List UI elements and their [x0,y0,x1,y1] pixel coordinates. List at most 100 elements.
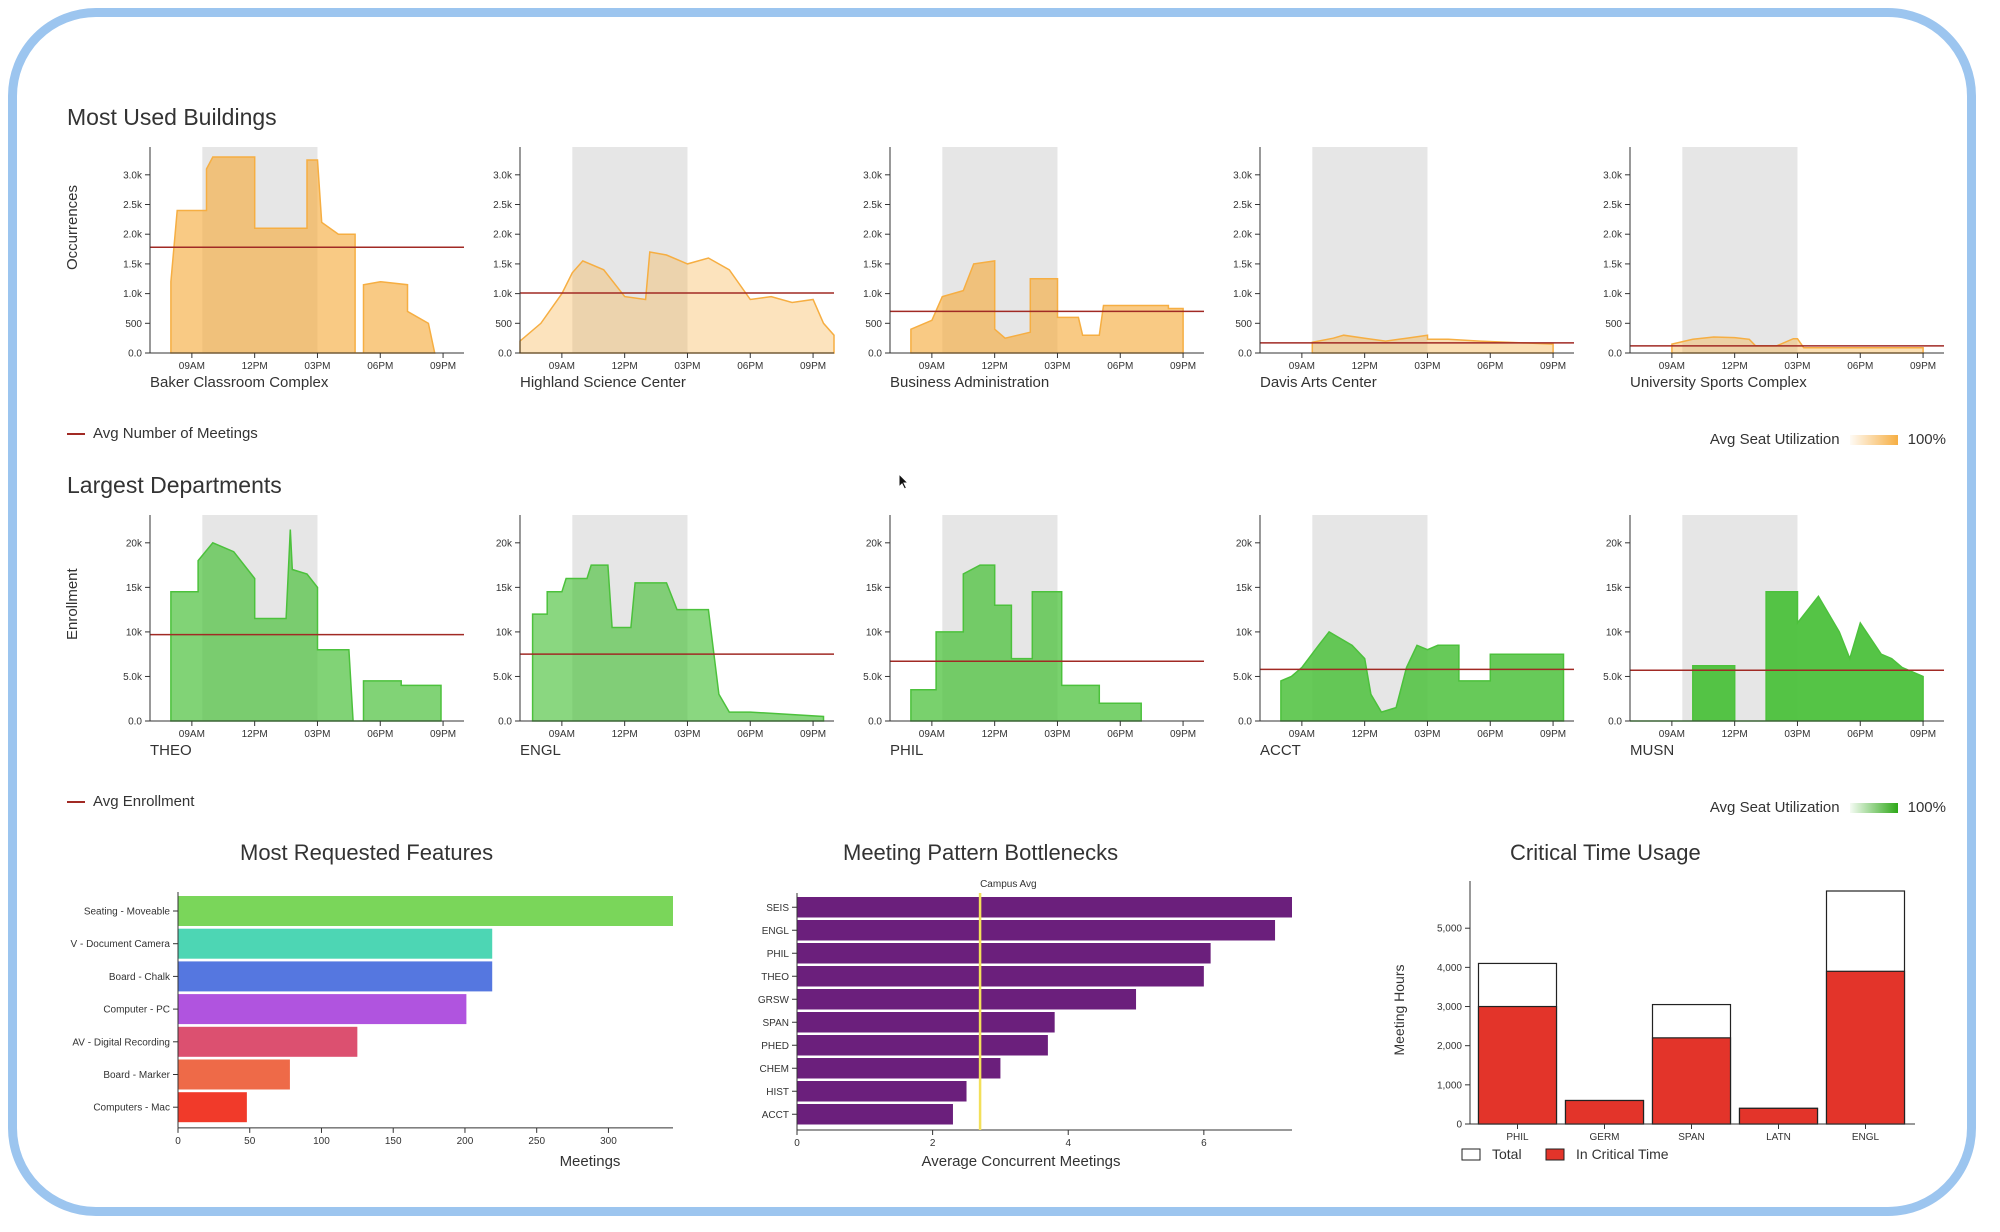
critical-y-tick-label: 5,000 [1437,924,1462,935]
department-y-tick-label: 5.0k [1233,672,1253,683]
department-x-tick-label: 09AM [919,729,945,740]
department-area [1630,591,1924,722]
building-x-tick-label: 09PM [430,361,456,372]
departments-util-gradient [1849,802,1898,813]
building-y-tick-label: 2.5k [1603,200,1623,211]
bottleneck-title: Meeting Pattern Bottlenecks [843,840,1119,865]
department-y-tick-label: 20k [1236,538,1253,549]
critical-y-tick-label: 1,000 [1437,1080,1462,1091]
bottleneck-x-tick-label: 4 [1065,1138,1071,1149]
buildings-util-gradient [1849,434,1898,445]
department-x-tick-label: 12PM [1722,729,1748,740]
building-x-tick-label: 09PM [1170,361,1196,372]
building-y-tick-label: 0.0 [1238,349,1252,360]
departments-util-label: Avg Seat Utilization [1709,799,1840,816]
legend-total-swatch [1461,1148,1481,1161]
buildings-util-legend: Avg Seat Utilization 100% [1710,431,1946,448]
building-y-tick-label: 3.0k [863,170,883,181]
department-y-tick-label: 0.0 [128,717,142,728]
bottleneck-x-tick-label: 6 [1201,1138,1207,1149]
building-x-tick-label: 03PM [304,361,330,372]
building-x-tick-label: 06PM [1477,361,1503,372]
building-panel-name: Davis Arts Center [1260,374,1377,391]
building-area [1671,336,1924,354]
department-x-tick-label: 03PM [1784,729,1810,740]
building-panel-name: Highland Science Center [520,374,686,391]
building-x-tick-label: 12PM [242,361,268,372]
department-y-tick-label: 0.0 [1608,717,1622,728]
department-x-tick-label: 06PM [1477,729,1503,740]
critical-y-tick-label: 3,000 [1437,1002,1462,1013]
department-x-tick-label: 03PM [674,729,700,740]
department-x-tick-label: 06PM [737,729,763,740]
bottleneck-category-label: THEO [761,972,789,983]
feature-x-tick-label: 0 [175,1136,181,1147]
building-y-tick-label: 500 [1605,319,1622,330]
bottleneck-bar [797,989,1137,1010]
bottleneck-bar [797,1058,1001,1079]
building-x-tick-label: 06PM [1847,361,1873,372]
department-x-tick-label: 06PM [1847,729,1873,740]
department-area [531,564,825,722]
feature-x-tick-label: 150 [385,1136,402,1147]
bottleneck-category-label: SEIS [766,903,789,914]
building-x-tick-label: 06PM [367,361,393,372]
buildings-avg-legend-label: Avg Number of Meetings [93,425,258,442]
department-y-tick-label: 5.0k [863,672,883,683]
department-panel-name: MUSN [1630,742,1674,759]
features-chart: Seating - Moveable V - Document Camera Boa… [71,892,673,1170]
building-y-tick-label: 1.0k [493,289,513,300]
department-y-tick-label: 10k [1236,627,1253,638]
critical-category-label: ENGL [1852,1132,1880,1143]
building-x-tick-label: 09PM [800,361,826,372]
department-y-tick-label: 5.0k [493,672,513,683]
feature-category-label: V - Document Camera [71,939,171,950]
building-x-tick-label: 12PM [612,361,638,372]
feature-x-tick-label: 300 [600,1136,617,1147]
feature-x-tick-label: 250 [528,1136,545,1147]
feature-x-tick-label: 50 [244,1136,256,1147]
building-x-tick-label: 12PM [1352,361,1378,372]
building-y-tick-label: 1.0k [123,289,143,300]
departments-util-legend: Avg Seat Utilization 100% [1710,799,1946,816]
building-area [910,260,1184,354]
building-x-tick-label: 03PM [674,361,700,372]
department-panel-name: ENGL [520,742,561,759]
department-x-tick-label: 09AM [1289,729,1315,740]
feature-bar [178,1092,247,1123]
feature-x-tick-label: 100 [313,1136,330,1147]
buildings-avg-legend[interactable]: Avg Number of Meetings [67,425,258,442]
feature-bar [178,928,493,959]
department-y-tick-label: 5.0k [123,672,143,683]
features-title: Most Requested Features [240,840,494,865]
critical-category-label: LATN [1766,1132,1791,1143]
building-x-tick-label: 06PM [737,361,763,372]
feature-category-label: Board - Chalk [109,972,171,983]
building-y-tick-label: 2.5k [1233,200,1253,211]
legend-total-label: Total [1492,1146,1522,1162]
feature-bar [178,961,493,992]
department-panel-3: 0.0 5.0k 10k 15k 20k 09AM 12PM 03PM 06PM 09PM ACCT [1233,515,1574,759]
feature-bar [178,994,467,1025]
building-y-tick-label: 2.0k [1233,230,1253,241]
buildings-util-value: 100% [1907,431,1946,448]
department-x-tick-label: 12PM [982,729,1008,740]
department-x-tick-label: 12PM [1352,729,1378,740]
department-x-tick-label: 03PM [1044,729,1070,740]
department-x-tick-label: 03PM [1414,729,1440,740]
building-y-tick-label: 1.5k [123,259,143,270]
department-x-tick-label: 12PM [612,729,638,740]
building-y-tick-label: 500 [125,319,142,330]
departments-avg-legend[interactable]: Avg Enrollment [67,793,194,810]
feature-x-tick-label: 200 [457,1136,474,1147]
building-y-tick-label: 3.0k [1603,170,1623,181]
building-x-tick-label: 09AM [1289,361,1315,372]
building-area [519,251,835,354]
building-y-tick-label: 1.0k [1233,289,1253,300]
critical-bar [1564,1099,1645,1125]
department-y-tick-label: 20k [126,538,143,549]
dashboard-frame [8,8,1976,1216]
department-y-tick-label: 10k [496,627,513,638]
department-panel-2: 0.0 5.0k 10k 15k 20k 09AM 12PM 03PM 06PM 09PM PHIL [863,515,1204,759]
